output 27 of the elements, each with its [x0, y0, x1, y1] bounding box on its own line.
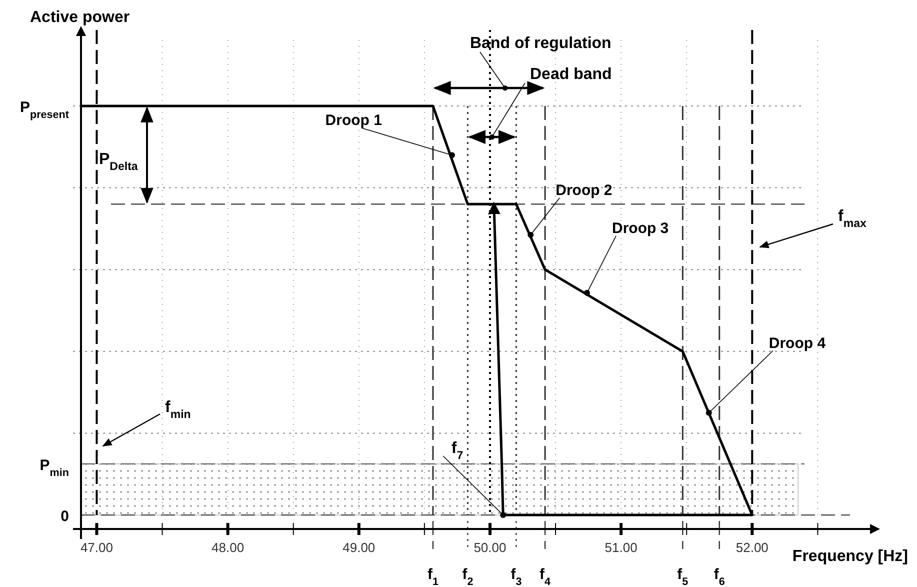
ref-line-label: f$_{2}$ [462, 566, 474, 587]
annotation: Droop 1 [325, 112, 382, 130]
annotation: f$_{max}$ [838, 208, 867, 230]
x-tick-label: 49.00 [342, 540, 376, 555]
ref-line-label: f$_{3}$ [510, 566, 522, 587]
text: Active power [30, 9, 130, 26]
ref-line-label: f$_{6}$ [714, 566, 725, 587]
text: Band of regulation [470, 35, 612, 52]
annotation: Droop 2 [556, 182, 612, 199]
annotation: Droop 4 [768, 334, 826, 352]
ref-line-label: f$_{4}$ [540, 566, 551, 587]
annotation: f$_{7}$ [451, 440, 464, 462]
ref-line-label: f$_{5}$ [677, 566, 688, 587]
x-tick-label: 50.00 [474, 540, 506, 555]
x-axis-title: Frequency [Hz] [792, 548, 908, 565]
text: Dead band [530, 66, 612, 83]
ref-line-label: 0 [60, 508, 69, 525]
x-tick-label: 47.00 [80, 540, 114, 555]
annotation: Droop 3 [612, 220, 669, 237]
x-tick-label: 52.00 [736, 540, 768, 555]
ref-line-label: P$_{Delta}$ [99, 151, 138, 174]
ref-line-label: P$_{min}$ [40, 456, 69, 479]
ref-line-label: f$_{1}$ [427, 566, 438, 587]
ref-line-label: P$_{present}$ [20, 99, 70, 121]
x-tick-label: 51.00 [604, 540, 638, 555]
annotation: f$_{min}$ [165, 399, 191, 421]
x-tick-label: 48.00 [212, 540, 244, 555]
